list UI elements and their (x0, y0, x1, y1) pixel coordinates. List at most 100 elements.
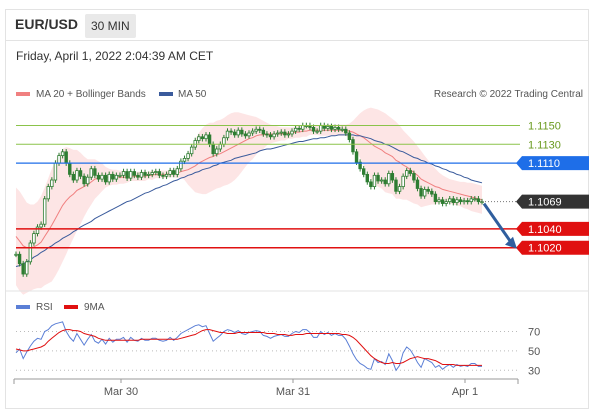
ma50-legend-swatch (159, 92, 173, 96)
candle-body (376, 174, 380, 182)
candle-body (168, 170, 172, 175)
candle-body (68, 162, 72, 175)
forecast-arrow-head (505, 236, 517, 249)
x-tick-label: Apr 1 (452, 386, 478, 398)
candle-body (283, 131, 287, 136)
rsi-tick-label: 50 (528, 346, 540, 358)
candle-body (207, 134, 212, 145)
candle-body (143, 172, 147, 176)
candle-body (121, 171, 126, 176)
candle-body (379, 179, 384, 182)
timeframe-badge[interactable]: 30 MIN (85, 14, 136, 38)
candle-body (297, 127, 301, 130)
candle-body (103, 174, 108, 183)
candle-body (150, 172, 154, 175)
candle-body (53, 162, 58, 181)
candle-body (164, 173, 169, 177)
rsi-legend-label: RSI (36, 302, 53, 313)
candle-body (351, 139, 355, 153)
pivot-label: 1.1110 (528, 158, 560, 170)
candle-body (476, 198, 481, 203)
candle-body (50, 179, 54, 188)
candle-body (111, 173, 115, 180)
candle-body (197, 136, 201, 141)
candle-body (125, 171, 129, 179)
candle-body (236, 129, 240, 136)
candle-body (14, 253, 18, 256)
candle-body (64, 151, 68, 164)
candle-body (57, 155, 61, 164)
candle-body (89, 168, 93, 178)
x-tick-label: Mar 31 (276, 386, 310, 398)
candle-body (172, 170, 176, 175)
candle-body (444, 201, 448, 204)
rsi-line (15, 321, 482, 372)
candle-body (301, 125, 305, 130)
candle-body (118, 174, 122, 177)
candle-body (175, 168, 180, 175)
ma9-legend-label: 9MA (84, 302, 105, 313)
candle-body (21, 263, 25, 275)
candle-body (448, 198, 452, 203)
candle-body (240, 129, 244, 135)
candle-body (383, 179, 387, 185)
rsi-legend-swatch (16, 305, 30, 309)
candle-body (186, 153, 190, 159)
rsi-tick-label: 30 (528, 365, 540, 377)
candle-body (161, 174, 165, 177)
candle-body (433, 193, 438, 203)
candle-body (397, 186, 402, 192)
candle-body (358, 161, 362, 170)
ma20-legend-swatch (16, 92, 30, 96)
candle-body (458, 199, 463, 203)
chart-header: EUR/USD 30 MIN (5, 9, 589, 41)
candle-body (96, 174, 101, 180)
candle-body (132, 171, 136, 176)
candle-body (473, 198, 477, 201)
candle-body (215, 148, 219, 155)
chart-frame (5, 9, 589, 409)
candle-body (35, 226, 40, 235)
candle-body (247, 132, 251, 137)
candle-body (204, 134, 208, 140)
candle-body (462, 200, 466, 203)
candle-body (261, 129, 266, 135)
candle-body (225, 130, 230, 139)
ma20-line (15, 129, 483, 249)
candle-body (78, 170, 83, 177)
candle-body (390, 173, 395, 181)
candle-body (265, 133, 269, 136)
pivot-tag (516, 156, 589, 171)
candle-body (182, 157, 187, 162)
current-price-tag (516, 194, 589, 209)
candle-body (362, 168, 366, 175)
candle-body (268, 134, 273, 138)
candle-body (82, 175, 86, 185)
candle-body (311, 126, 316, 132)
credit-text: Research © 2022 Trading Central (434, 89, 583, 100)
support-label: 1.1020 (528, 243, 562, 255)
candle-body (136, 174, 140, 178)
rsi-ma-line (15, 329, 482, 366)
support-tag (516, 221, 589, 236)
candle-body (179, 160, 183, 170)
candle-body (329, 126, 334, 130)
candle-body (455, 199, 459, 203)
candle-body (75, 170, 79, 181)
candle-body (243, 133, 248, 137)
candle-body (85, 176, 90, 185)
candle-body (469, 198, 473, 203)
candle-body (222, 137, 226, 145)
candle-body (394, 179, 398, 192)
candle-body (218, 143, 223, 150)
candle-body (437, 199, 441, 203)
candle-body (258, 128, 262, 131)
candle-body (415, 179, 420, 189)
candle-body (39, 223, 43, 228)
candle-body (17, 253, 22, 265)
candle-body (250, 130, 255, 134)
candle-body (315, 130, 319, 133)
candle-body (272, 133, 276, 138)
candle-body (139, 172, 144, 178)
candle-body (46, 186, 50, 200)
